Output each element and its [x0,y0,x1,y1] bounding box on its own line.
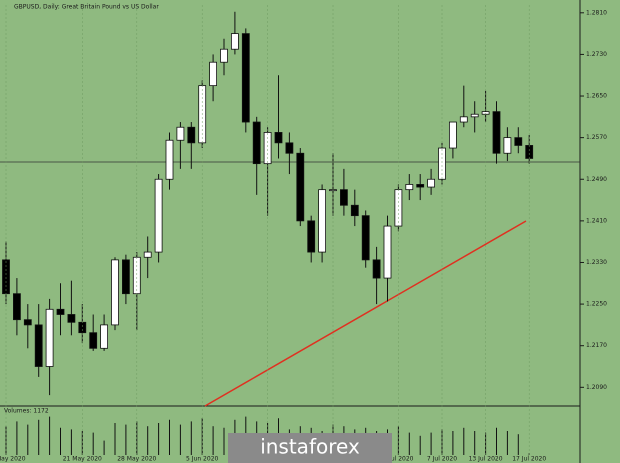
y-tick-label: 1.2170 [586,342,607,349]
y-tick-label: 1.2730 [586,51,607,58]
candle-body [525,145,534,159]
x-tick-label: 5 Jun 2020 [186,456,218,463]
candle-body [67,314,76,323]
candle-body [263,132,272,165]
x-tick-label: 28 May 2020 [117,456,156,463]
y-tick-label: 1.2410 [586,217,607,224]
candle-body [2,259,10,295]
candle-body [492,111,501,154]
candle-body [56,308,65,315]
candle-body [220,48,228,63]
candle-body [350,204,359,217]
candle-body [339,189,348,206]
candle-body [438,147,446,180]
y-tick-label: 1.2650 [586,93,607,100]
chart-title: GBPUSD, Daily: Great Britain Pound vs US… [14,4,159,11]
candle-body [383,225,392,279]
candle-body [111,259,119,326]
candle-body [307,220,316,253]
x-tick-label: 1 Jul 2020 [383,456,413,463]
y-tick-label: 1.2570 [586,134,607,141]
candle-body [122,259,130,295]
candle-body [23,319,32,326]
candle-body [252,121,261,165]
candle-body [209,61,218,87]
candle-body [448,121,457,149]
candle-body [45,308,54,367]
y-tick-label: 1.2250 [586,301,607,308]
candle-body [372,259,381,279]
candle-body [274,132,283,144]
candle-body [296,152,305,222]
x-tick-label: 21 May 2020 [63,456,102,463]
watermark-box [228,433,392,463]
candle-body [154,178,163,253]
candle-body [12,293,21,321]
candle-body [503,137,512,154]
candle-body [187,126,196,144]
candle-body [514,137,523,146]
x-tick-label: 12 May 2020 [0,456,26,463]
volume-title: Volumes: 1172 [4,408,49,415]
y-tick-label: 1.2490 [586,176,607,183]
candle-body [89,332,98,349]
candle-body [165,139,174,180]
candle-body [34,324,43,367]
trend-line [204,220,527,407]
candle-body [318,189,327,253]
candle-body [176,126,185,141]
candle-body [394,189,403,227]
y-tick-label: 1.2330 [586,259,607,266]
candle-body [470,113,479,118]
y-tick-label: 1.2090 [586,384,607,391]
x-tick-label: 7 Jul 2020 [427,456,457,463]
candle-body [427,178,436,188]
candle-body [230,33,239,50]
candle-body [143,251,152,258]
x-tick-label: 13 Jul 2020 [469,456,503,463]
candle-body [361,215,370,261]
watermark: instaforex [260,435,360,459]
candle-body [459,116,468,123]
candle-body [405,184,414,191]
candle-body [416,184,425,188]
candle-body [285,142,294,154]
y-tick-label: 1.2810 [586,9,607,16]
candle-body [100,324,108,349]
candle-body [241,33,250,123]
candle-body [78,321,87,334]
x-tick-label: 17 Jul 2020 [512,456,546,463]
